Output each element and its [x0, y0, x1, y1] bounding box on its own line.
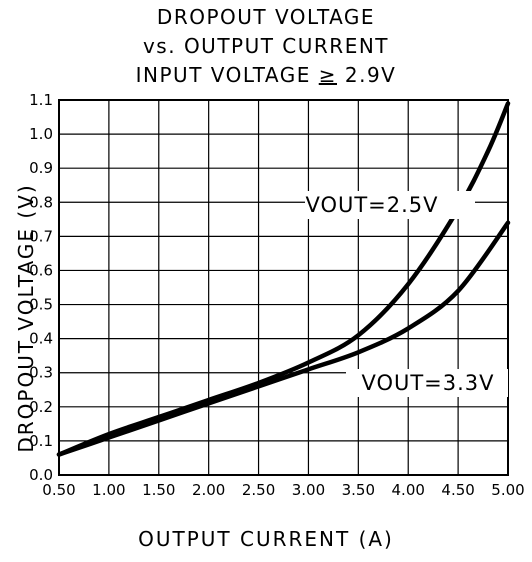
y-tick-label: 0.3	[29, 364, 53, 382]
y-tick-label: 0.1	[29, 432, 53, 450]
y-tick-label: 0.2	[29, 398, 53, 416]
plot-frame	[58, 99, 509, 476]
chart-title-line-3: INPUT VOLTAGE ≥ 2.9V	[0, 62, 532, 88]
y-axis-label: DROPOUT VOLTAGE (V)	[14, 183, 38, 453]
x-tick-label: 4.50	[441, 481, 474, 499]
chart-title-line-1: DROPOUT VOLTAGE	[156, 5, 376, 29]
x-tick-label: 2.00	[192, 481, 225, 499]
title-line-3-prefix: INPUT VOLTAGE	[135, 63, 319, 87]
x-tick-label: 4.00	[392, 481, 425, 499]
y-tick-label: 0.5	[29, 296, 53, 314]
title-line-3-symbol: ≥	[318, 63, 337, 87]
series-line-vout-3-3v	[56, 220, 511, 457]
x-tick-label: 0.50	[42, 481, 75, 499]
chart-title-line-2: vs. OUTPUT CURRENT	[142, 34, 390, 58]
title-line-3-suffix: 2.9V	[337, 63, 397, 87]
y-tick-label: 1.0	[29, 125, 53, 143]
y-tick-label: 0.6	[29, 261, 53, 279]
y-tick-label: 0.0	[29, 466, 53, 484]
x-tick-label: 3.00	[292, 481, 325, 499]
x-tick-label: 2.50	[242, 481, 275, 499]
x-tick-label: 5.00	[491, 481, 524, 499]
y-tick-label: 0.4	[29, 330, 53, 348]
series-label-vout-3-3v: VOUT=3.3V	[361, 371, 494, 395]
series-label-background	[305, 191, 475, 219]
series-line-vout-2-5v	[56, 101, 511, 457]
x-axis-label: OUTPUT CURRENT (A)	[138, 527, 394, 551]
x-tick-label: 3.50	[342, 481, 375, 499]
y-tick-label: 0.8	[29, 193, 53, 211]
x-tick-label: 1.00	[92, 481, 125, 499]
y-tick-label: 1.1	[29, 91, 53, 109]
series-label-background	[346, 369, 508, 397]
y-tick-label: 0.7	[29, 227, 53, 245]
series-label-vout-2-5v: VOUT=2.5V	[305, 193, 438, 217]
y-tick-label: 0.9	[29, 159, 53, 177]
x-tick-label: 1.50	[142, 481, 175, 499]
